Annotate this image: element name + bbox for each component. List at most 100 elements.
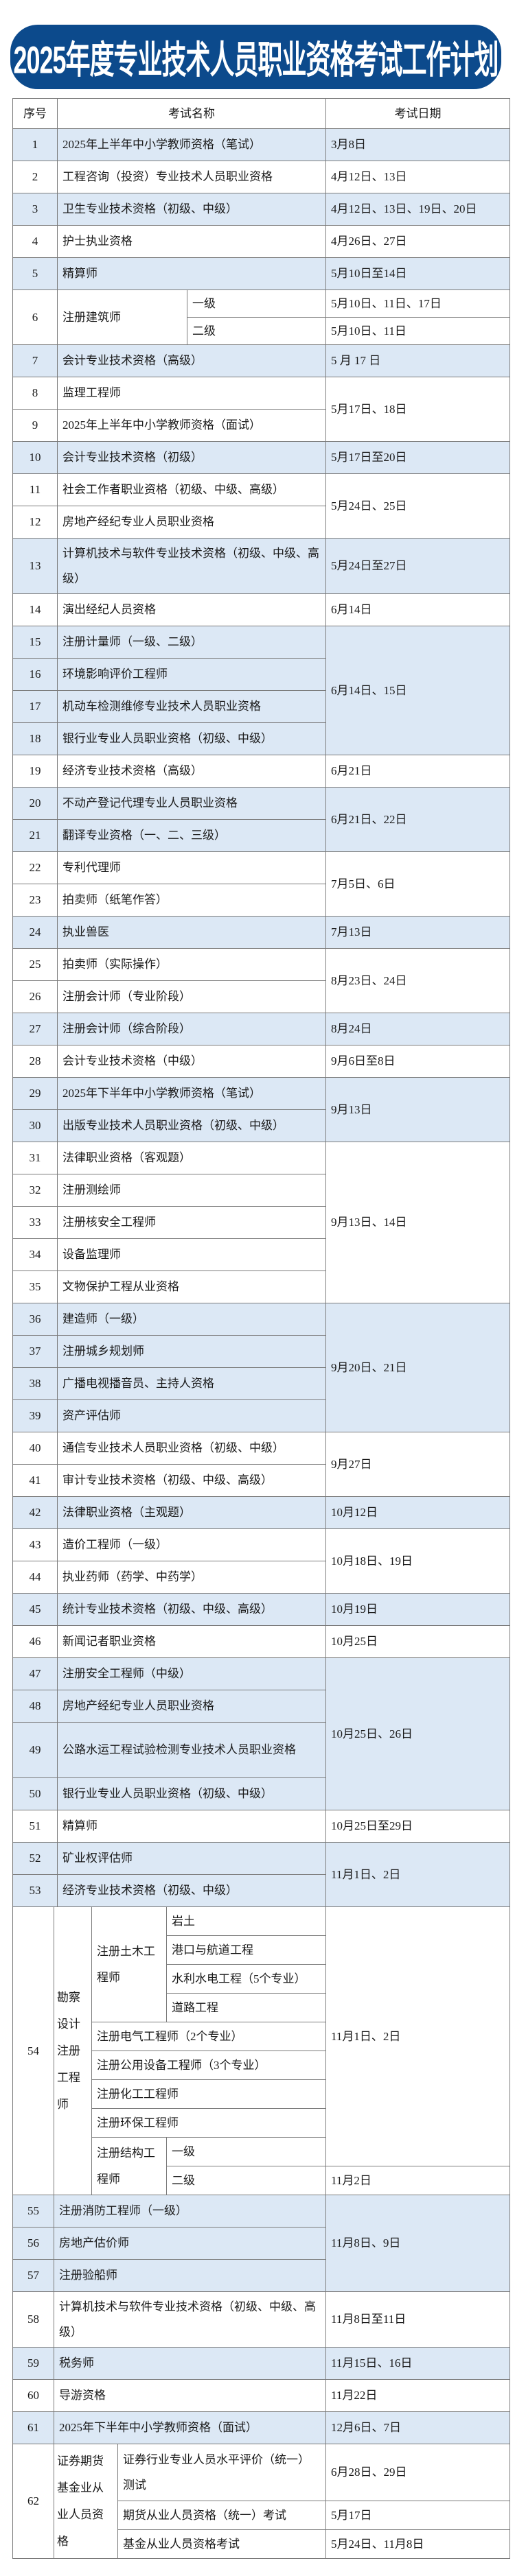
- exam-date: 5月17日至20日: [325, 441, 511, 474]
- table-row: 35 文物保护工程从业资格: [12, 1271, 510, 1303]
- exam-specialty: 岩土: [165, 1906, 327, 1936]
- table-row: 59 税务师 11月15日、16日: [12, 2347, 511, 2380]
- table-row: 13 计算机技术与软件专业技术资格（初级、中级、高级） 5月24日至27日: [12, 538, 511, 594]
- header-date: 考试日期: [325, 98, 511, 129]
- table-row: 34 设备监理师: [12, 1238, 510, 1271]
- exam-date: 10月25日、26日: [325, 1657, 511, 1810]
- exam-subgroup-name: 注册环保工程师: [91, 2108, 327, 2138]
- exam-date: 5月24日、11月8日: [325, 2529, 511, 2559]
- exam-name: 银行业专业人员职业资格（初级、中级）: [56, 1777, 327, 1810]
- exam-name: 精算师: [56, 1810, 327, 1843]
- exam-number: 43: [12, 1528, 58, 1561]
- exam-number: 55: [12, 2195, 54, 2228]
- exam-level: 一级: [165, 2137, 327, 2166]
- exam-name: 注册核安全工程师: [56, 1206, 327, 1239]
- table-row: 37 注册城乡规划师: [12, 1335, 510, 1368]
- exam-date: 6月21日: [325, 755, 511, 788]
- table-row: 23 拍卖师（纸笔作答）: [12, 884, 510, 917]
- exam-name: 注册会计师（综合阶段）: [56, 1013, 327, 1045]
- exam-subgroup-name: 期货从业人员资格（统一）考试: [117, 2501, 327, 2530]
- exam-subgroup-name: 基金从业人员资格考试: [117, 2529, 327, 2559]
- exam-name: 注册消防工程师（一级）: [53, 2195, 327, 2228]
- exam-date: 11月15日、16日: [325, 2347, 511, 2380]
- exam-number: 13: [12, 538, 58, 594]
- exam-name: 精算师: [56, 257, 327, 290]
- exam-specialty: 水利水电工程（5个专业）: [165, 1964, 327, 1994]
- exam-subgroup-name: 注册公用设备工程师（3个专业）: [91, 2051, 327, 2080]
- exam-date: 11月8日至11日: [325, 2291, 511, 2348]
- table-row: 56 房地产估价师: [12, 2227, 510, 2260]
- table-row: 47 注册安全工程师（中级） 10月25日、26日: [12, 1657, 511, 1810]
- table-row: 注册公用设备工程师（3个专业）: [13, 2051, 510, 2080]
- exam-date: 5月24日、25日: [325, 473, 511, 539]
- table-row: 42 法律职业资格（主观题） 10月12日: [12, 1496, 511, 1529]
- exam-number: 34: [12, 1238, 58, 1271]
- exam-name: 不动产登记代理专业人员职业资格: [56, 787, 327, 820]
- table-row: 8 监理工程师 5月17日、18日: [12, 377, 511, 442]
- table-row: 55 注册消防工程师（一级） 11月8日、9日: [12, 2195, 511, 2292]
- exam-number: 15: [12, 626, 58, 659]
- table-row: 15 注册计量师（一级、二级） 6月14日、15日: [12, 626, 511, 755]
- exam-name: 计算机技术与软件专业技术资格（初级、中级、高级）: [53, 2291, 327, 2348]
- table-row: 17 机动车检测维修专业技术人员职业资格: [12, 690, 510, 723]
- exam-number: 9: [12, 409, 58, 442]
- table-row: 36 建造师（一级） 9月20日、21日: [12, 1303, 511, 1432]
- exam-number: 1: [12, 128, 58, 161]
- table-row: 51 精算师 10月25日至29日: [12, 1810, 511, 1843]
- exam-number: 60: [12, 2379, 54, 2412]
- exam-name: 通信专业技术人员职业资格（初级、中级）: [56, 1432, 327, 1465]
- exam-number: 42: [12, 1496, 58, 1529]
- table-row: 注册结构工程师 一级: [13, 2137, 510, 2195]
- exam-number: 40: [12, 1432, 58, 1465]
- exam-name: 工程咨询（投资）专业技术人员职业资格: [56, 161, 327, 193]
- exam-name: 注册测绘师: [56, 1174, 327, 1207]
- table-row: 5 精算师 5月10日至14日: [12, 257, 511, 290]
- exam-number: 62: [12, 2444, 54, 2559]
- exam-date: 11月8日、9日: [325, 2195, 511, 2292]
- table-row: 50 银行业专业人员职业资格（初级、中级）: [12, 1777, 510, 1810]
- exam-name: 法律职业资格（主观题）: [56, 1496, 327, 1529]
- table-row: 32 注册测绘师: [12, 1174, 510, 1207]
- exam-date: 7月5日、6日: [325, 851, 511, 917]
- table-header: 序号 考试名称 考试日期: [12, 98, 511, 129]
- table-row: 38 广播电视播音员、主持人资格: [12, 1367, 510, 1400]
- exam-date: 5月17日: [325, 2501, 511, 2530]
- exam-level: 二级: [165, 2166, 327, 2195]
- table-row: 54 勘察设计注册工程师 注册土木工程师 岩土 11月1日、2日: [12, 1906, 511, 2195]
- exam-name: 会计专业技术资格（高级）: [56, 344, 327, 377]
- exam-date: 11月22日: [325, 2379, 511, 2412]
- exam-number: 45: [12, 1593, 58, 1626]
- exam-name: 导游资格: [53, 2379, 327, 2412]
- exam-number: 2: [12, 161, 58, 193]
- exam-name: 房地产经纪专业人员职业资格: [56, 1690, 327, 1723]
- exam-name: 勘察设计注册工程师: [54, 1906, 92, 2195]
- exam-name: 房地产经纪专业人员职业资格: [56, 506, 327, 539]
- table-row: 基金从业人员资格考试 5月24日、11月8日: [13, 2529, 511, 2559]
- exam-name: 设备监理师: [56, 1238, 327, 1271]
- table-row: 12 房地产经纪专业人员职业资格: [12, 506, 510, 539]
- exam-date: 6月14日: [325, 593, 511, 626]
- exam-date: 11月1日、2日: [325, 1906, 511, 2166]
- exam-number: 52: [12, 1842, 58, 1875]
- exam-name: 注册会计师（专业阶段）: [56, 980, 327, 1013]
- exam-name: 2025年下半年中小学教师资格（面试）: [53, 2411, 327, 2444]
- exam-number: 10: [12, 441, 58, 474]
- exam-date: 9月13日: [325, 1077, 511, 1142]
- exam-number: 50: [12, 1777, 58, 1810]
- exam-specialty: 道路工程: [165, 1993, 327, 2022]
- exam-name: 造价工程师（一级）: [56, 1528, 327, 1561]
- exam-name: 监理工程师: [56, 377, 327, 410]
- exam-number: 22: [12, 851, 58, 884]
- table-row: 60 导游资格 11月22日: [12, 2379, 511, 2412]
- exam-number: 21: [12, 819, 58, 852]
- exam-name: 注册安全工程师（中级）: [56, 1657, 327, 1690]
- exam-name: 注册验船师: [53, 2259, 327, 2292]
- exam-name: 出版专业技术人员职业资格（初级、中级）: [56, 1109, 327, 1142]
- exam-number: 51: [12, 1810, 58, 1843]
- exam-name: 经济专业技术资格（高级）: [56, 755, 327, 788]
- table-row: 港口与航道工程: [13, 1935, 510, 1965]
- title-banner: 2025年度专业技术人员职业资格考试工作计划: [10, 25, 501, 89]
- exam-number: 37: [12, 1335, 58, 1368]
- exam-number: 29: [12, 1077, 58, 1110]
- exam-level: 二级: [186, 317, 327, 345]
